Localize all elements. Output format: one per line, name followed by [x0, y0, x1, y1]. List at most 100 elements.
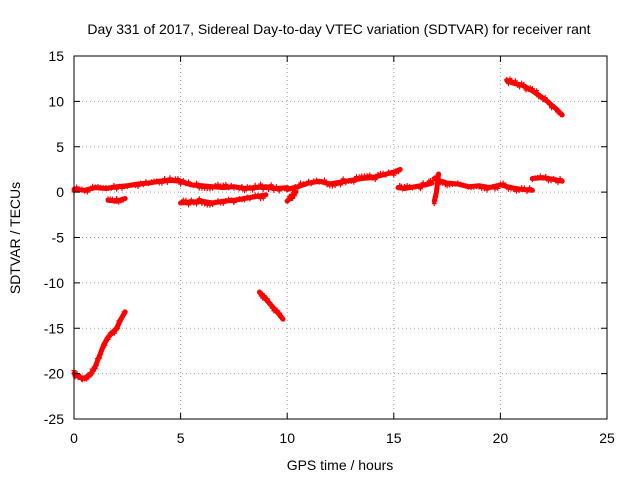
data-point — [500, 180, 506, 186]
data-point — [435, 179, 441, 185]
data-point — [242, 188, 248, 194]
data-point — [505, 81, 511, 87]
y-tick-label: -25 — [44, 411, 64, 427]
data-point — [264, 296, 270, 302]
data-point — [391, 172, 397, 178]
data-point — [444, 183, 450, 189]
data-point — [178, 181, 184, 187]
data-point — [542, 95, 548, 101]
data-point — [170, 177, 176, 183]
data-point — [287, 186, 293, 192]
data-point — [476, 184, 482, 190]
data-point — [534, 88, 540, 94]
data-point — [183, 197, 189, 203]
data-point — [380, 170, 386, 176]
data-point — [558, 112, 564, 118]
data-point — [276, 188, 282, 194]
data-point — [186, 179, 192, 185]
data-point — [234, 197, 240, 203]
data-point — [108, 185, 114, 191]
data-point — [87, 373, 93, 379]
data-point — [322, 177, 328, 183]
data-point — [111, 183, 117, 189]
data-points — [71, 76, 565, 383]
data-point — [223, 181, 229, 187]
data-point — [263, 185, 269, 191]
data-point — [551, 175, 557, 181]
data-point — [271, 187, 277, 193]
data-point — [269, 305, 275, 311]
data-point — [375, 171, 381, 177]
data-point — [527, 185, 533, 191]
data-point — [247, 196, 253, 202]
data-point — [84, 376, 90, 382]
y-axis-label: SDTVAR / TECUs — [7, 182, 23, 294]
y-tick-label: 10 — [48, 93, 64, 109]
data-point — [388, 170, 394, 176]
data-point — [553, 106, 559, 112]
data-point — [82, 188, 88, 194]
y-axis-ticks: -25 -20 -15 -10 -5 0 5 10 15 — [44, 48, 607, 427]
grid-lines — [74, 56, 607, 419]
y-tick-label: -5 — [52, 230, 65, 246]
x-axis-ticks: 0 5 10 15 20 25 — [70, 56, 615, 446]
y-tick-label: -15 — [44, 320, 64, 336]
data-point — [95, 184, 101, 190]
data-point — [495, 185, 501, 191]
data-point — [115, 325, 121, 331]
data-point — [215, 181, 221, 187]
data-point — [340, 176, 346, 182]
data-point — [274, 184, 280, 190]
data-point — [404, 183, 410, 189]
x-tick-label: 15 — [386, 430, 402, 446]
data-point — [130, 182, 136, 188]
data-point — [415, 183, 421, 189]
y-tick-label: 15 — [48, 48, 64, 64]
data-point — [242, 197, 248, 203]
data-point — [512, 78, 518, 84]
data-point — [255, 184, 261, 190]
y-tick-label: 5 — [56, 139, 64, 155]
data-point — [285, 197, 291, 203]
data-point — [290, 187, 296, 193]
data-point — [338, 182, 343, 188]
data-point — [290, 195, 296, 201]
data-point — [412, 184, 418, 190]
data-point — [212, 183, 218, 189]
y-tick-label: -10 — [44, 275, 64, 291]
x-tick-label: 20 — [493, 430, 509, 446]
data-point — [91, 365, 97, 371]
data-point — [401, 184, 407, 190]
data-point — [220, 200, 226, 206]
x-tick-label: 25 — [599, 430, 615, 446]
data-point — [244, 184, 250, 190]
data-point — [210, 185, 216, 191]
data-point — [284, 187, 290, 193]
data-point — [407, 183, 413, 189]
data-point — [452, 181, 458, 187]
data-point — [119, 314, 125, 320]
series-segment-7 — [284, 189, 299, 204]
data-point — [132, 183, 138, 189]
data-point — [231, 185, 237, 191]
data-point — [343, 180, 349, 186]
data-point — [319, 178, 325, 184]
data-point — [226, 196, 232, 202]
data-point — [226, 185, 232, 191]
data-point — [228, 182, 234, 188]
data-point — [120, 312, 126, 318]
data-point — [143, 179, 149, 185]
data-point — [268, 182, 274, 188]
data-point — [279, 315, 285, 321]
data-point — [112, 198, 118, 204]
data-point — [260, 186, 266, 192]
data-point — [112, 330, 118, 336]
data-point — [284, 198, 290, 204]
data-point — [74, 184, 80, 190]
data-point — [207, 186, 213, 192]
data-point — [356, 174, 362, 180]
data-point — [481, 186, 487, 192]
data-point — [316, 179, 322, 185]
